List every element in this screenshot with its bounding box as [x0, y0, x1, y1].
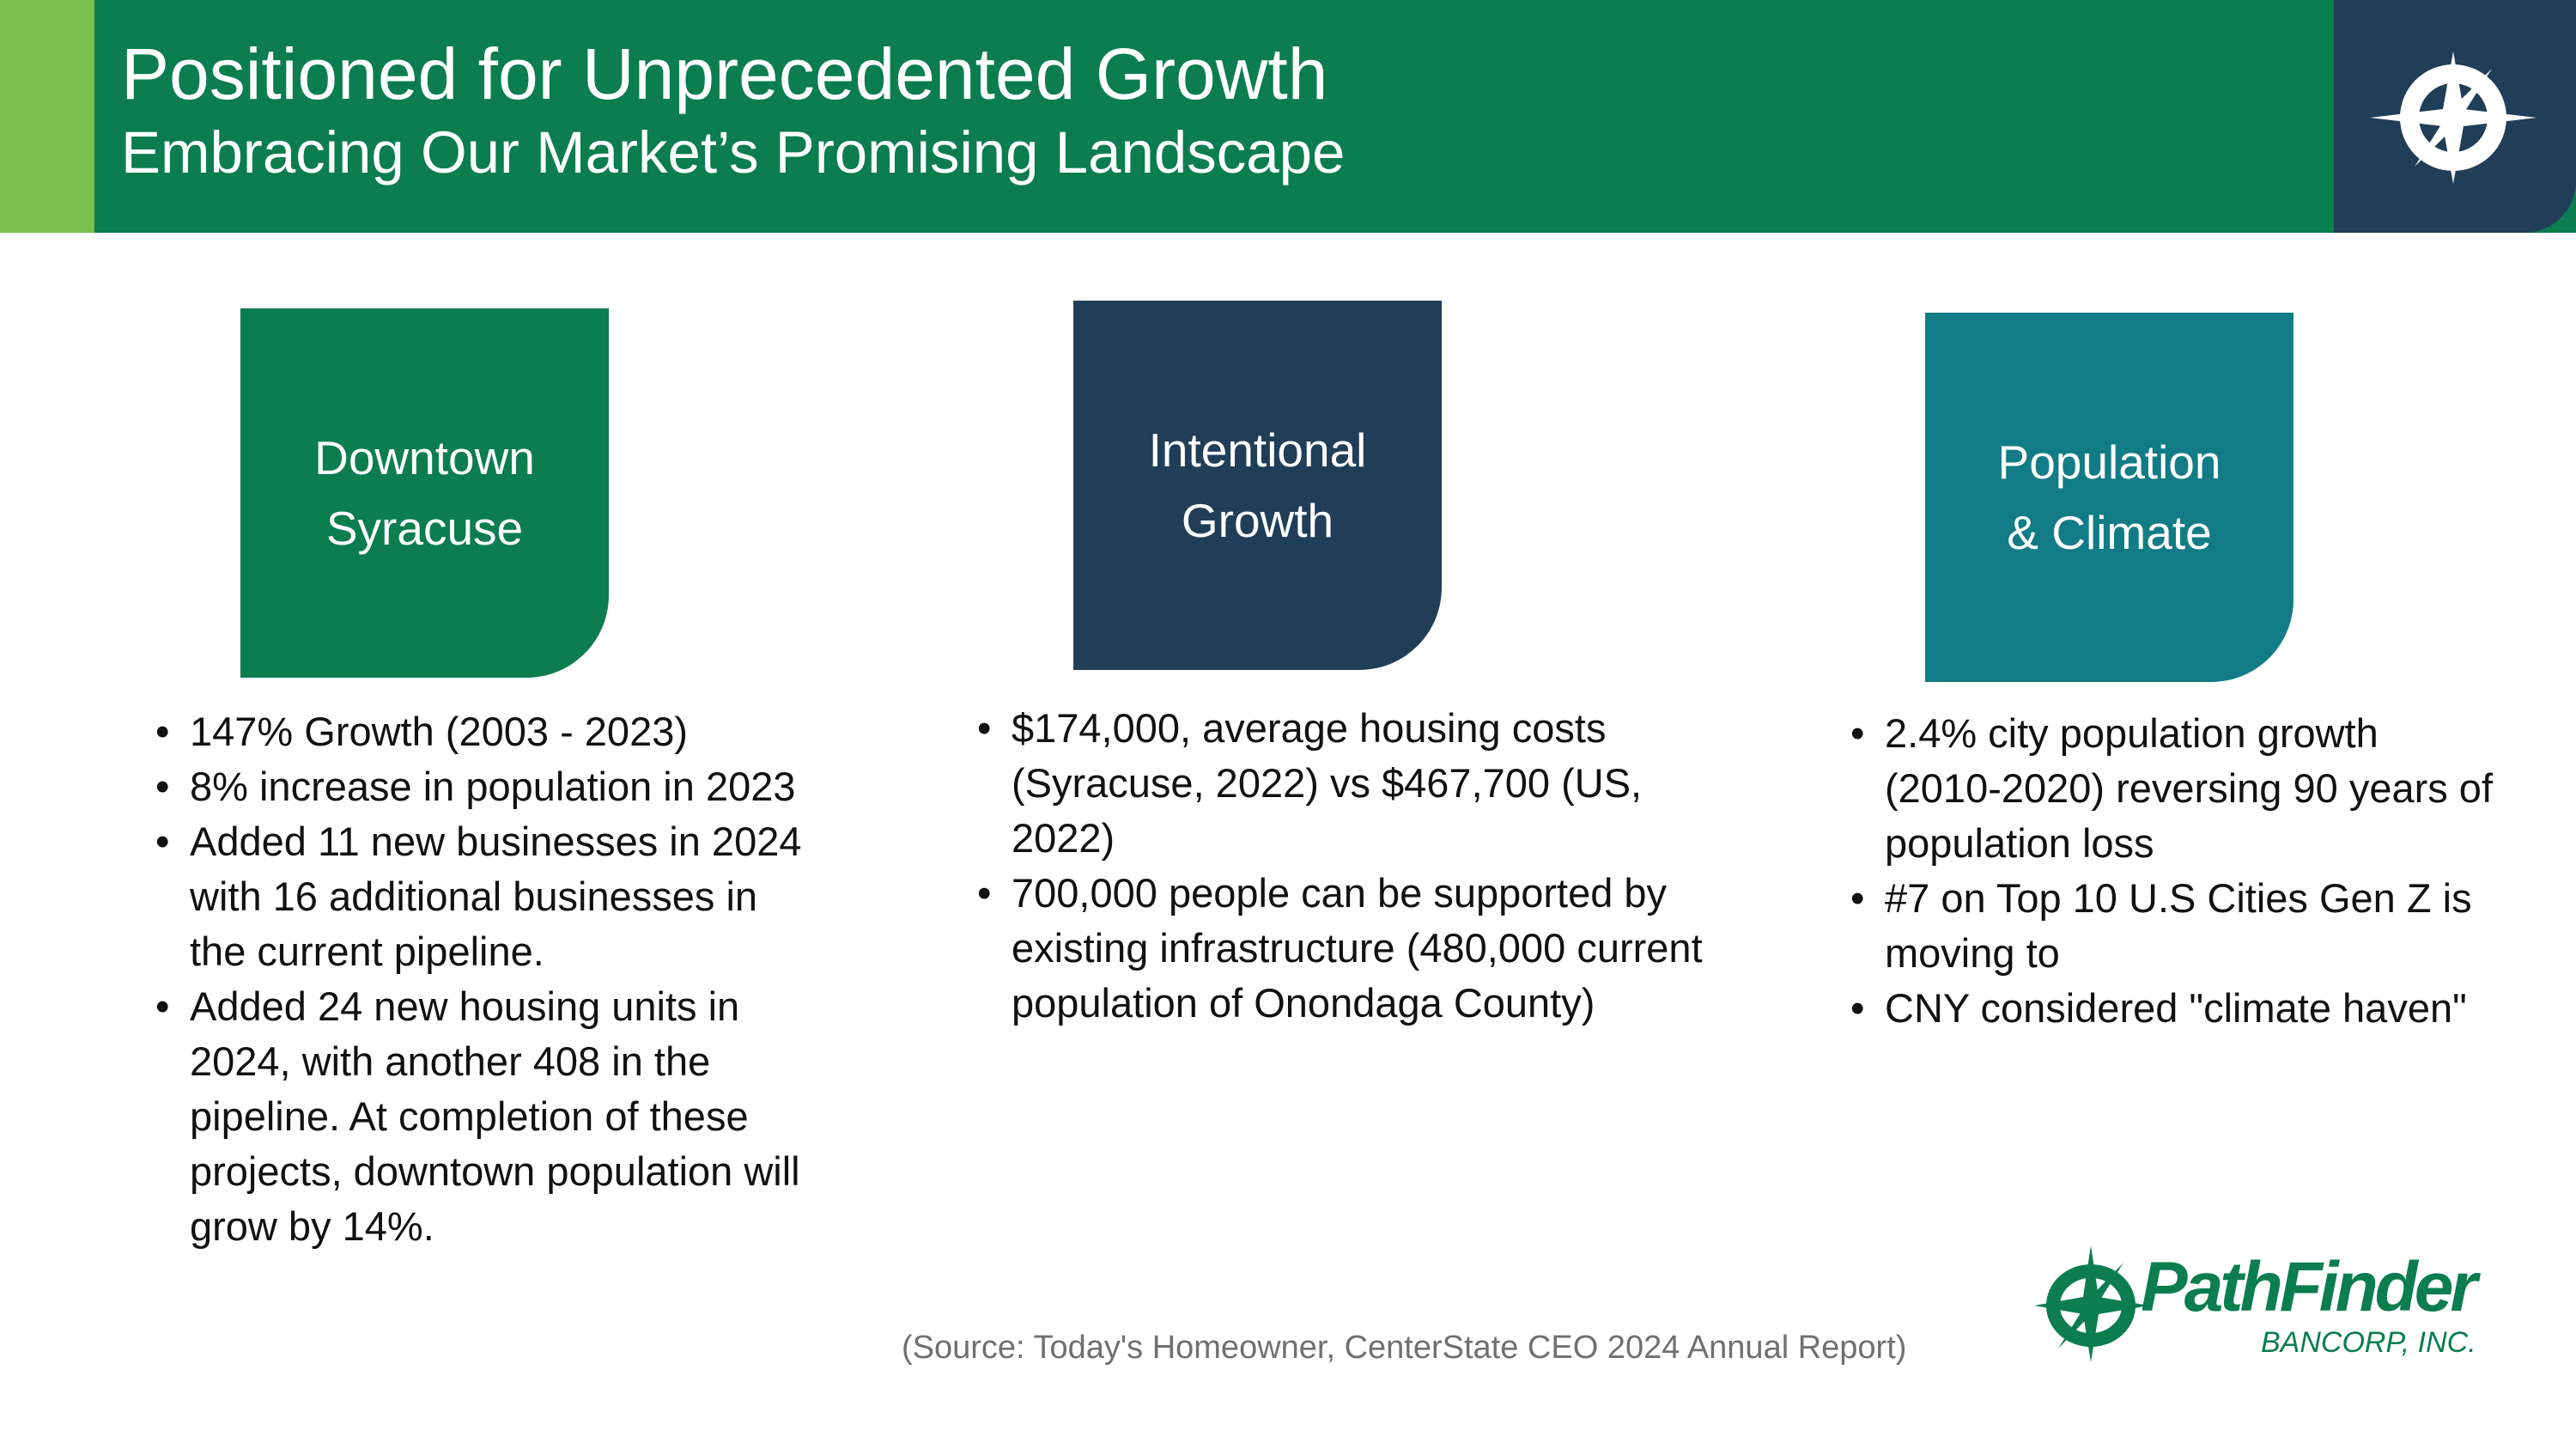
card-population-climate: Population & Climate: [1925, 313, 2293, 682]
pathfinder-logo: PathFinder BANCORP, INC.: [2031, 1244, 2486, 1373]
card-label-line: Downtown: [314, 430, 535, 484]
card-label-line: Growth: [1181, 494, 1334, 547]
bullet-item: CNY considered "climate haven": [1850, 981, 2503, 1036]
compass-icon: [2370, 52, 2537, 184]
page-title: Positioned for Unprecedented Growth: [121, 33, 1328, 114]
bullet-item: 8% increase in population in 2023: [155, 759, 808, 814]
header-accent-stripe: [0, 0, 94, 233]
source-citation: (Source: Today's Homeowner, CenterState …: [902, 1330, 1907, 1366]
logo-subtitle: BANCORP, INC.: [2261, 1326, 2476, 1359]
intentional-growth-bullets: $174,000, average housing costs (Syracus…: [977, 701, 1707, 1031]
bullet-item: Added 24 new housing units in 2024, with…: [155, 979, 808, 1254]
header-bar: [0, 0, 2576, 233]
bullet-item: #7 on Top 10 U.S Cities Gen Z is moving …: [1850, 871, 2503, 981]
bullet-item: 2.4% city population growth (2010-2020) …: [1850, 706, 2503, 871]
card-label-line: Intentional: [1148, 423, 1367, 477]
page-subtitle: Embracing Our Market’s Promising Landsca…: [121, 119, 1346, 186]
pathfinder-compass-icon: [2034, 1245, 2149, 1362]
card-downtown-syracuse: Downtown Syracuse: [240, 308, 609, 678]
bullet-item: Added 11 new businesses in 2024 with 16 …: [155, 814, 808, 979]
downtown-syracuse-bullets: 147% Growth (2003 - 2023) 8% increase in…: [155, 704, 808, 1254]
population-climate-bullets: 2.4% city population growth (2010-2020) …: [1850, 706, 2503, 1036]
card-intentional-growth: Intentional Growth: [1073, 301, 1442, 670]
bullet-item: 147% Growth (2003 - 2023): [155, 704, 808, 759]
card-label-line: & Climate: [2007, 506, 2212, 559]
card-label-line: Population: [1997, 435, 2221, 489]
card-label-line: Syracuse: [325, 502, 524, 555]
logo-wordmark: PathFinder: [2141, 1248, 2477, 1326]
bullet-item: 700,000 people can be supported by exist…: [977, 866, 1707, 1031]
bullet-item: $174,000, average housing costs (Syracus…: [977, 701, 1707, 866]
